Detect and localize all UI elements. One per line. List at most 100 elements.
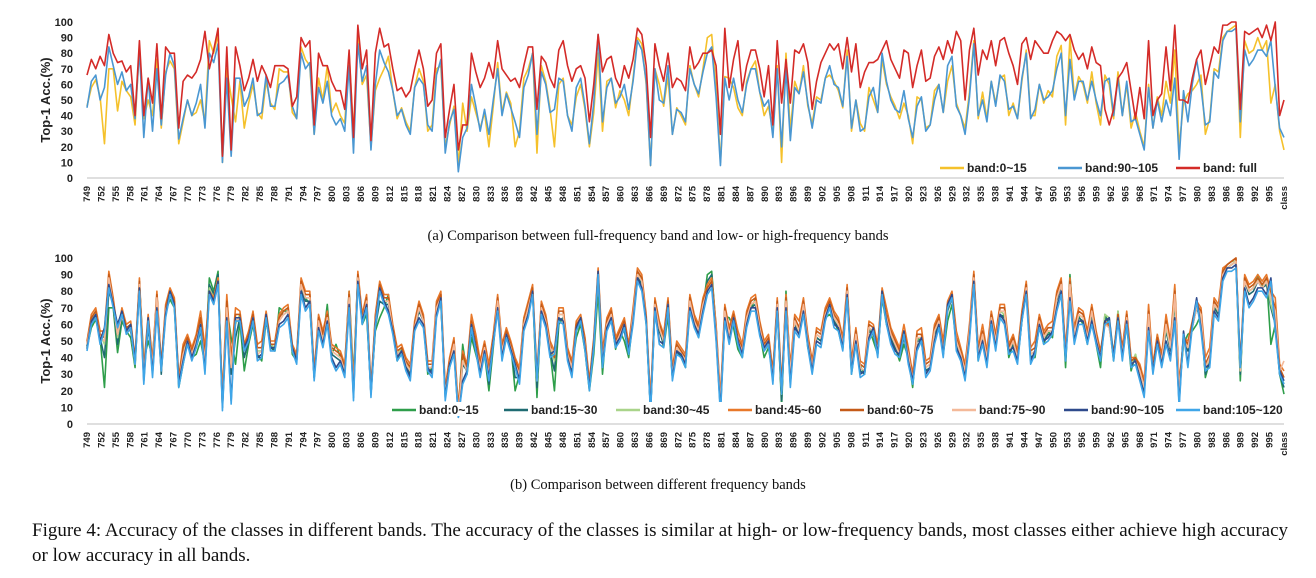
x-tick-label: 869 — [659, 186, 670, 202]
x-tick-label: 824 — [443, 431, 454, 448]
x-tick-label: 818 — [414, 432, 425, 448]
x-tick-label: 917 — [890, 432, 901, 448]
x-tick-label: 764 — [154, 185, 165, 202]
y-tick-label: 20 — [61, 142, 73, 154]
x-tick-label: 893 — [774, 186, 785, 202]
x-tick-label: 827 — [457, 432, 468, 448]
x-tick-label: 920 — [904, 186, 915, 202]
x-tick-label: 803 — [342, 186, 353, 202]
legend-label: band:60~75 — [867, 403, 934, 417]
x-tick-label: 887 — [745, 432, 756, 448]
y-tick-label: 30 — [61, 126, 73, 138]
legend-bg — [950, 402, 1058, 416]
x-tick-label: 833 — [486, 432, 497, 448]
x-tick-label: 902 — [818, 186, 829, 202]
y-tick-label: 100 — [55, 253, 73, 265]
x-tick-label: 863 — [630, 432, 641, 448]
x-tick-label: 839 — [515, 432, 526, 448]
y-tick-label: 40 — [61, 353, 73, 365]
y-tick-label: 30 — [61, 369, 73, 381]
x-tick-label: 800 — [327, 186, 338, 202]
subcaption-b: (b) Comparison between different frequen… — [510, 477, 806, 493]
x-tick-label: 935 — [976, 185, 987, 202]
x-tick-label: 749 — [82, 186, 93, 202]
y-tick-label: 50 — [61, 95, 73, 107]
x-tick-label: 926 — [933, 186, 944, 202]
legend-bg — [502, 402, 610, 416]
x-tick-label: 770 — [183, 432, 194, 448]
x-tick-label: 974 — [1164, 431, 1175, 448]
legend-label: band:15~30 — [531, 403, 598, 417]
x-tick-label: 872 — [673, 186, 684, 202]
series-line — [86, 24, 1285, 167]
x-tick-label: 989 — [1236, 186, 1247, 202]
x-tick-label: 953 — [1063, 186, 1074, 202]
x-tick-label: 860 — [616, 186, 627, 202]
x-tick-label: 845 — [543, 431, 554, 448]
x-tick-label: 758 — [125, 186, 136, 202]
x-tick-label: 923 — [918, 186, 929, 202]
x-tick-label: 983 — [1207, 186, 1218, 202]
x-tick-label: 971 — [1149, 431, 1160, 448]
x-tick-label: 950 — [1048, 186, 1059, 202]
x-tick-label: 956 — [1077, 186, 1088, 202]
x-tick-label: 818 — [414, 186, 425, 202]
x-tick-label: 866 — [644, 432, 655, 448]
series-line — [86, 27, 1285, 173]
x-tick-label: 986 — [1221, 186, 1232, 202]
x-tick-label: 959 — [1092, 186, 1103, 202]
x-tick-label: 899 — [803, 186, 814, 202]
x-tick-label: 947 — [1034, 186, 1045, 202]
x-tick-label: 911 — [861, 185, 872, 201]
x-tick-label: 797 — [313, 186, 324, 202]
x-tick-label: 821 — [428, 431, 439, 448]
x-tick-label: 770 — [183, 186, 194, 202]
x-tick-label: 857 — [601, 186, 612, 202]
x-tick-label: 944 — [1019, 185, 1030, 202]
x-tick-label: 785 — [255, 431, 266, 448]
x-tick-label: 890 — [760, 432, 771, 448]
x-tick-label: 926 — [933, 432, 944, 448]
x-tick-label: 905 — [832, 431, 843, 448]
x-tick-label: 983 — [1207, 432, 1218, 448]
y-tick-label: 60 — [61, 79, 73, 91]
y-tick-label: 0 — [67, 419, 73, 431]
x-tick-label: 767 — [169, 186, 180, 202]
x-tick-label: 884 — [731, 185, 742, 202]
x-tick-label: 992 — [1250, 186, 1261, 202]
x-tick-label: 767 — [169, 432, 180, 448]
y-axis-label: Top-1 Acc.(%) — [38, 57, 53, 142]
x-tick-label: 875 — [688, 431, 699, 448]
y-tick-label: 50 — [61, 336, 73, 348]
x-tick-label: 914 — [875, 431, 886, 448]
y-tick-label: 20 — [61, 386, 73, 398]
y-tick-label: 10 — [61, 157, 73, 169]
x-tick-label: 815 — [399, 431, 410, 448]
legend-bg — [838, 402, 946, 416]
x-tick-label: 959 — [1092, 432, 1103, 448]
x-tick-label: 755 — [111, 185, 122, 202]
x-tick-label: 830 — [471, 186, 482, 202]
x-tick-label: 821 — [428, 185, 439, 202]
x-tick-label: 869 — [659, 432, 670, 448]
x-tick-label: 842 — [529, 432, 540, 448]
x-tick-label: 941 — [1005, 431, 1016, 448]
figure-caption: Figure 4: Accuracy of the classes in dif… — [32, 520, 1289, 566]
x-tick-label: 836 — [500, 432, 511, 448]
series-line — [86, 260, 1285, 415]
x-tick-label: 764 — [154, 431, 165, 448]
legend: band:0~15 band:15~30 band:30~45 band:45~60 b… — [390, 402, 1283, 417]
legend-bg — [1174, 160, 1288, 174]
subcaption-a: (a) Comparison between full-frequency ba… — [427, 228, 889, 244]
x-tick-label: 752 — [96, 432, 107, 448]
x-tick-label: 896 — [789, 186, 800, 202]
x-tick-label: 914 — [875, 185, 886, 202]
x-tick-label: 758 — [125, 432, 136, 448]
x-tick-label: 944 — [1019, 431, 1030, 448]
x-tick-label: 965 — [1120, 185, 1131, 202]
x-tick-label: 794 — [298, 431, 309, 448]
series-line — [86, 260, 1285, 412]
x-tick-label: 890 — [760, 186, 771, 202]
legend-label: band:90~105 — [1085, 161, 1158, 175]
x-tick-label: 938 — [991, 432, 1002, 448]
